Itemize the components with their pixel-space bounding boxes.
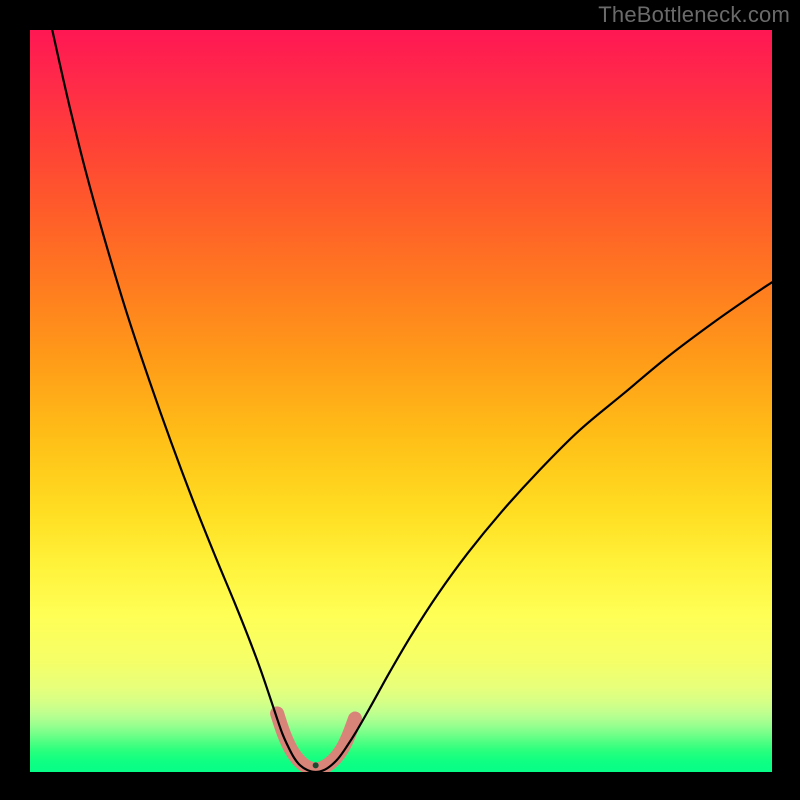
watermark-text: TheBottleneck.com <box>598 2 790 28</box>
chart-frame: TheBottleneck.com <box>0 0 800 800</box>
plot-area <box>30 30 772 772</box>
optimal-point-marker <box>313 762 319 768</box>
gradient-background <box>30 30 772 772</box>
